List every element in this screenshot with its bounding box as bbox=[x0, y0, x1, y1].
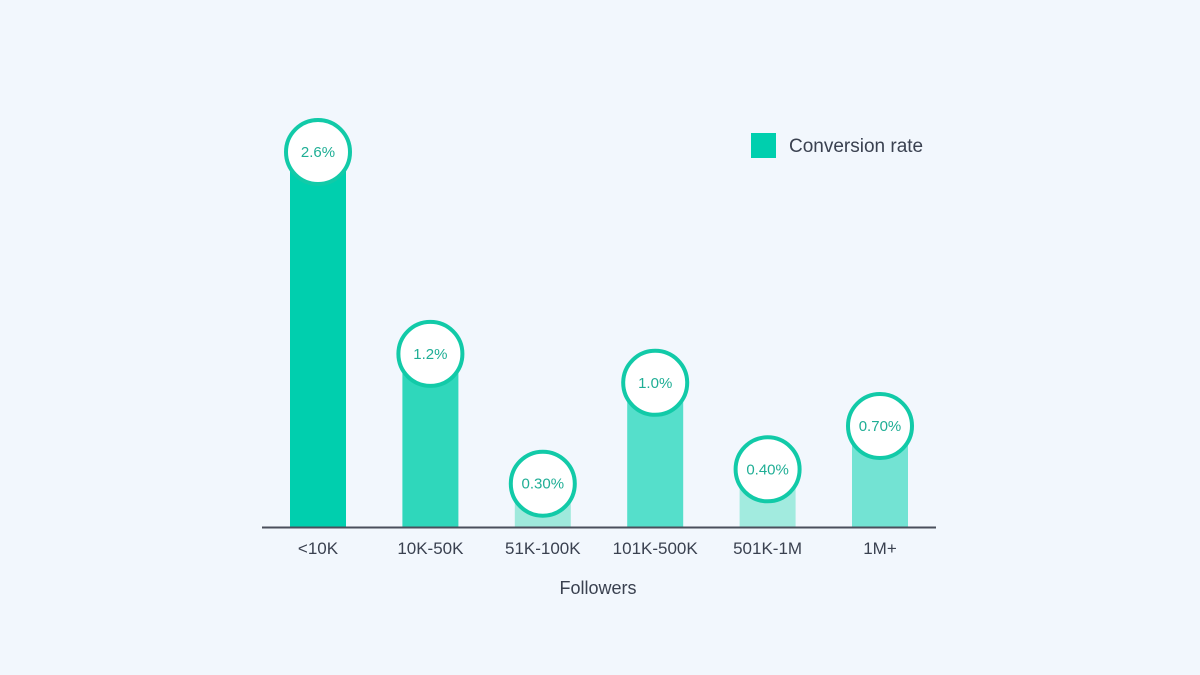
data-label: 1.2% bbox=[413, 346, 447, 363]
bar bbox=[290, 152, 346, 527]
x-tick-label: 51K-100K bbox=[505, 539, 581, 558]
legend-label: Conversion rate bbox=[789, 136, 923, 157]
data-label: 0.30% bbox=[522, 476, 565, 493]
x-tick-label: 101K-500K bbox=[613, 539, 699, 558]
data-label-bubbles: 2.6% 1.2% 0.30% 1.0% 0.40% 0.70% bbox=[284, 118, 914, 518]
data-label-bubble bbox=[396, 319, 465, 388]
legend-swatch bbox=[751, 133, 776, 158]
data-label-bubble bbox=[508, 449, 577, 518]
x-tick-label: 1M+ bbox=[863, 539, 897, 558]
x-tick-label: 10K-50K bbox=[397, 539, 464, 558]
data-label-bubble bbox=[621, 348, 690, 417]
data-label: 2.6% bbox=[301, 144, 335, 161]
data-label: 0.70% bbox=[859, 418, 902, 435]
data-label: 1.0% bbox=[638, 375, 672, 392]
data-label-bubble bbox=[733, 435, 802, 504]
x-tick-labels: <10K 10K-50K 51K-100K 101K-500K 501K-1M 1M+ bbox=[298, 539, 897, 558]
data-label-bubble bbox=[284, 118, 352, 186]
legend: Conversion rate bbox=[751, 133, 923, 158]
x-axis-title: Followers bbox=[559, 578, 636, 598]
x-tick-label: 501K-1M bbox=[733, 539, 802, 558]
bars-group bbox=[290, 152, 908, 527]
x-tick-label: <10K bbox=[298, 539, 339, 558]
data-label-bubble bbox=[846, 392, 914, 460]
data-label: 0.40% bbox=[746, 461, 789, 478]
